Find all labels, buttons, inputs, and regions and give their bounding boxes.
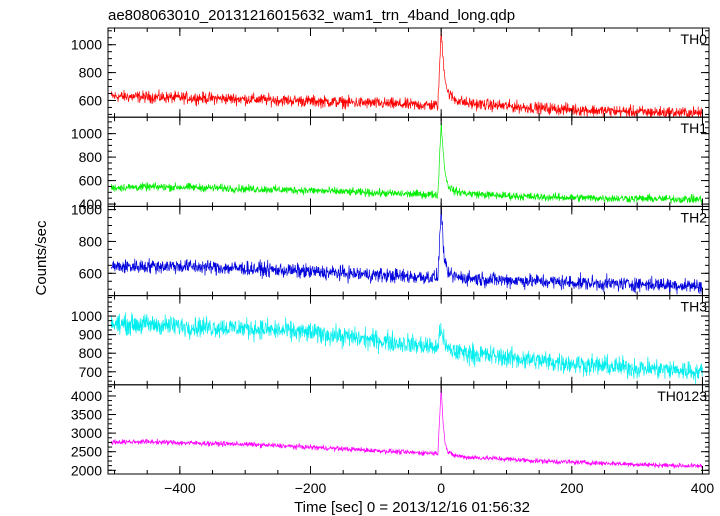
y-tick-label: 1000 (71, 308, 102, 324)
y-tick-label: 800 (79, 149, 103, 165)
series-line-th0 (110, 31, 703, 118)
panel-label: TH2 (681, 209, 708, 225)
panel-th0123: 2000 2500 3000 3500 4000 TH0123 (71, 384, 710, 478)
y-tick-label: 800 (79, 345, 103, 361)
x-tick-label: −200 (295, 480, 327, 496)
y-axis-label: Counts/sec (33, 220, 50, 296)
y-tick-label: 600 (79, 265, 103, 281)
y-tick-label: 2000 (71, 462, 102, 478)
y-tick-label: 2500 (71, 444, 102, 460)
panel-th1: 400 600 800 1000 TH1 (71, 116, 710, 212)
y-tick-label: 1000 (71, 202, 102, 218)
x-tick-label: −400 (164, 480, 196, 496)
panel-frame (107, 384, 710, 475)
y-tick-label: 1000 (71, 37, 102, 53)
panel-th0: 600 800 1000 TH0 (71, 27, 710, 118)
series-line-th2 (110, 206, 703, 295)
x-tick-label: 400 (691, 480, 715, 496)
y-tick-label: 3000 (71, 425, 102, 441)
y-tick-label: 800 (79, 233, 103, 249)
y-tick-label: 900 (79, 327, 103, 343)
panel-label: TH0123 (657, 388, 707, 404)
y-tick-label: 600 (79, 173, 103, 189)
panels-group: 600 800 1000 TH0 400 600 800 1000 TH1 600 800 1000 T… (71, 27, 715, 496)
y-tick-label: 3500 (71, 407, 102, 423)
panel-label: TH3 (681, 299, 708, 315)
y-tick-label: 4000 (71, 388, 102, 404)
panel-label: TH1 (681, 120, 708, 136)
x-tick-label: 200 (560, 480, 584, 496)
x-axis-label: Time [sec] 0 = 2013/12/16 01:56:32 (294, 499, 530, 516)
y-tick-label: 1000 (71, 126, 102, 142)
y-tick-label: 400 (79, 196, 103, 212)
panel-label: TH0 (681, 31, 708, 47)
chart-title: ae808063010_20131216015632_wam1_trn_4ban… (108, 7, 515, 24)
y-tick-label: 700 (79, 364, 103, 380)
series-line-th1 (110, 122, 703, 204)
panel-th2: 600 800 1000 TH2 (71, 202, 710, 297)
panel-th3: 700 800 900 1000 TH3 (71, 295, 710, 386)
y-tick-label: 800 (79, 65, 103, 81)
series-line-th0123 (110, 387, 703, 469)
x-tick-label: 0 (437, 480, 445, 496)
y-tick-label: 600 (79, 92, 103, 108)
series-line-th3 (110, 312, 703, 385)
